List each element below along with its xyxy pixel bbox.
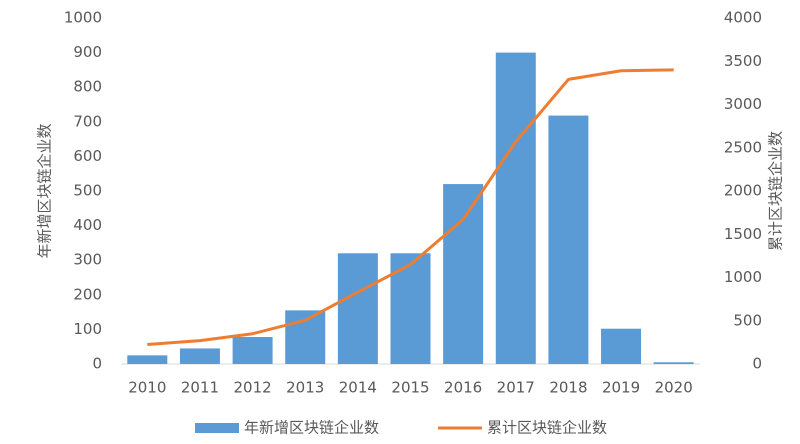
- bar: [390, 253, 431, 364]
- y-tick-label: 500: [73, 182, 102, 200]
- y-tick-label: 300: [73, 251, 102, 269]
- x-tick-label: 2015: [391, 379, 429, 397]
- x-tick-label: 2010: [128, 379, 166, 397]
- legend-label: 累计区块链企业数: [487, 419, 607, 437]
- y-tick-label: 200: [73, 285, 102, 303]
- y-tick-label: 900: [73, 43, 102, 61]
- x-tick-label: 2017: [497, 379, 535, 397]
- x-tick-label: 2019: [602, 379, 640, 397]
- y-axis-title: 年新增区块链企业数: [36, 123, 54, 258]
- x-tick-label: 2018: [549, 379, 587, 397]
- bar: [495, 52, 536, 364]
- y2-tick-label: 3000: [724, 95, 762, 113]
- y2-tick-label: 2500: [724, 138, 762, 156]
- bar: [443, 184, 484, 364]
- bar: [285, 310, 326, 364]
- y2-tick-label: 500: [733, 311, 762, 329]
- y2-tick-label: 1000: [724, 268, 762, 286]
- bar: [127, 355, 168, 364]
- legend-swatch: [195, 423, 239, 433]
- y-tick-label: 1000: [64, 9, 102, 27]
- legend-label: 年新增区块链企业数: [244, 419, 379, 437]
- y2-tick-label: 1500: [724, 225, 762, 243]
- y2-axis-title: 累计区块链企业数: [767, 131, 785, 251]
- bar: [232, 337, 273, 364]
- y-tick-label: 800: [73, 78, 102, 96]
- bar: [179, 348, 220, 364]
- y-tick-label: 0: [92, 355, 102, 373]
- x-tick-label: 2016: [444, 379, 482, 397]
- x-tick-label: 2011: [181, 379, 219, 397]
- bar: [337, 253, 378, 364]
- bar: [653, 362, 694, 364]
- bar: [601, 328, 642, 364]
- y2-tick-label: 3500: [724, 52, 762, 70]
- x-tick-label: 2013: [286, 379, 324, 397]
- x-tick-label: 2020: [655, 379, 693, 397]
- x-tick-label: 2012: [233, 379, 271, 397]
- line: [147, 68, 674, 347]
- y-tick-label: 600: [73, 147, 102, 165]
- y-tick-label: 100: [73, 320, 102, 338]
- y2-tick-label: 2000: [724, 182, 762, 200]
- y2-tick-label: 0: [752, 355, 762, 373]
- x-tick-label: 2014: [339, 379, 377, 397]
- y-tick-label: 700: [73, 112, 102, 130]
- bar: [548, 115, 589, 365]
- y-tick-label: 400: [73, 216, 102, 234]
- y2-tick-label: 4000: [724, 9, 762, 27]
